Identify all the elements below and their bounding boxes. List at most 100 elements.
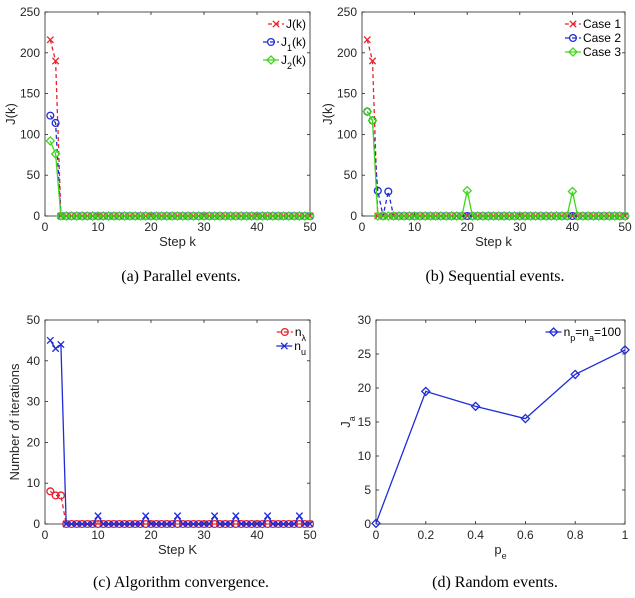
- data-point: [301, 520, 309, 528]
- x-tick-label: 10: [408, 220, 422, 234]
- y-tick-label: 150: [20, 87, 40, 101]
- data-point: [258, 520, 266, 528]
- x-tick-label: 0.8: [567, 528, 584, 542]
- x-tick-label: 10: [91, 220, 105, 234]
- x-tick-label: 10: [91, 528, 105, 542]
- data-point: [285, 520, 293, 528]
- data-point: [51, 57, 60, 65]
- legend-marker: [266, 55, 276, 65]
- legend-label: Case 2: [583, 31, 621, 45]
- legend-marker: [568, 33, 578, 43]
- chart-panel-a: 0 10 20 30 40 50 0 50 100 150 200 250 Step k J(k) J(k)…: [3, 5, 317, 285]
- data-point: [568, 211, 577, 221]
- data-point: [51, 118, 60, 128]
- data-point: [200, 520, 208, 528]
- legend-entry-2: J2(k): [262, 53, 306, 71]
- legend-marker: [280, 342, 288, 350]
- x-axis-label: Step k: [475, 234, 512, 249]
- data-point: [290, 520, 298, 528]
- data-point: [463, 211, 472, 221]
- y-tick-label: 20: [27, 435, 41, 449]
- x-tick-label: 40: [250, 220, 264, 234]
- data-point: [78, 520, 86, 528]
- x-tick-label: 0: [42, 220, 49, 234]
- y-tick-label: 10: [358, 449, 372, 463]
- plot-area: [44, 319, 311, 525]
- data-point: [110, 520, 118, 528]
- data-point: [263, 512, 272, 520]
- y-tick-label: 15: [358, 415, 372, 429]
- data-point: [89, 520, 97, 528]
- x-axis-label: Step K: [158, 542, 197, 557]
- data-point: [210, 512, 219, 520]
- legend-label: J2(k): [281, 53, 306, 71]
- data-point: [205, 520, 213, 528]
- y-tick-label: 25: [358, 347, 372, 361]
- legend-entry-0: J(k): [268, 17, 306, 31]
- x-tick-label: 0: [373, 528, 380, 542]
- legend-entry-0: np=na=100: [545, 325, 621, 343]
- data-point: [570, 369, 581, 380]
- data-point: [189, 520, 198, 528]
- data-point: [362, 106, 373, 117]
- x-axis-label: Step k: [159, 234, 196, 249]
- legend-entry-0: nλ: [276, 325, 307, 343]
- x-tick-label: 50: [618, 220, 632, 234]
- legend-marker: [548, 327, 559, 337]
- data-point: [567, 186, 578, 197]
- legend-label: J(k): [286, 17, 306, 31]
- data-point: [131, 520, 139, 528]
- data-point: [242, 520, 251, 528]
- data-point: [295, 512, 304, 520]
- y-tick-label: 0: [364, 517, 371, 531]
- data-point: [136, 520, 145, 528]
- y-tick-label: 200: [337, 46, 357, 60]
- legend-entry-1: J1(k): [262, 35, 306, 53]
- data-point: [368, 57, 377, 65]
- legend-entry-2: Case 3: [564, 45, 621, 59]
- data-point: [163, 520, 171, 528]
- data-point: [115, 520, 123, 528]
- data-point: [248, 520, 256, 528]
- data-point: [46, 36, 54, 44]
- legend-label: J1(k): [281, 35, 306, 53]
- y-axis-label: Ja: [338, 416, 357, 428]
- data-point: [562, 211, 573, 221]
- data-point: [152, 520, 160, 528]
- data-point: [232, 512, 240, 520]
- data-point: [221, 520, 229, 528]
- data-point: [231, 519, 240, 529]
- data-point: [457, 211, 467, 221]
- data-point: [367, 115, 378, 126]
- data-point: [420, 386, 431, 397]
- x-tick-label: 30: [197, 528, 211, 542]
- y-axis-label: J(k): [3, 103, 18, 125]
- legend-marker: [280, 327, 289, 337]
- legend-label: Case 3: [583, 45, 621, 59]
- data-point: [51, 491, 60, 500]
- series-line-0: [375, 349, 626, 524]
- x-tick-label: 0.4: [467, 528, 484, 542]
- x-tick-label: 20: [144, 220, 158, 234]
- data-point: [179, 520, 187, 528]
- y-tick-label: 10: [27, 476, 41, 490]
- series-line-0: [49, 490, 310, 525]
- data-point: [83, 520, 92, 528]
- data-point: [384, 187, 393, 196]
- legend-marker: [569, 20, 577, 28]
- data-point: [142, 512, 150, 520]
- chart-panel-c: 0 10 20 30 40 50 0 10 20 30 40 50 Step K Number of it…: [7, 313, 317, 591]
- x-tick-label: 50: [303, 528, 317, 542]
- y-tick-label: 250: [20, 5, 40, 19]
- data-point: [46, 487, 55, 496]
- panel-caption: (b) Sequential events.: [425, 268, 564, 285]
- y-tick-label: 250: [337, 5, 357, 19]
- data-point: [306, 520, 314, 528]
- panel-caption: (a) Parallel events.: [121, 268, 241, 285]
- y-tick-label: 50: [344, 168, 358, 182]
- x-tick-label: 20: [144, 528, 158, 542]
- x-tick-label: 30: [513, 220, 527, 234]
- y-axis-label: Number of iterations: [7, 363, 22, 481]
- data-point: [147, 520, 155, 528]
